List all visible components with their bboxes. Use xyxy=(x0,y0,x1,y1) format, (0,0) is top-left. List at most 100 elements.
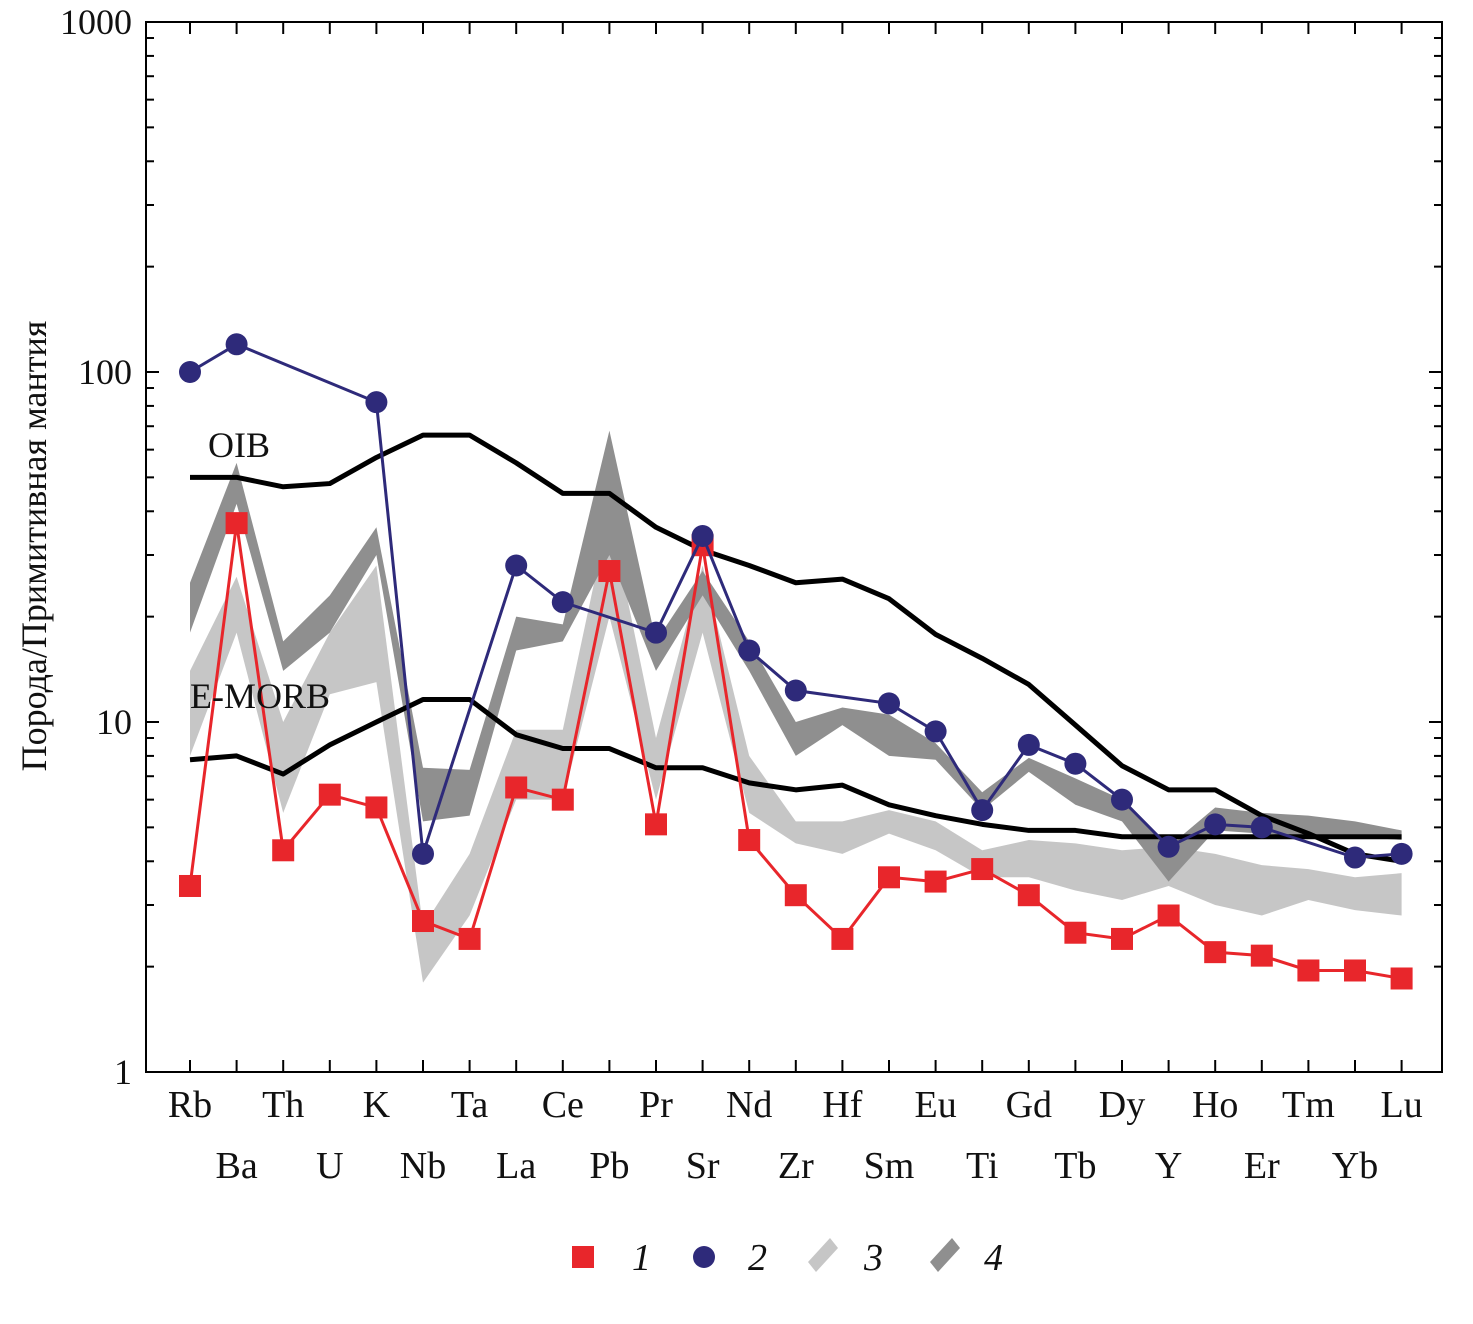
series-1-point xyxy=(971,858,994,881)
series-2-point xyxy=(971,799,994,822)
series-2-point xyxy=(878,692,900,715)
series-2-point xyxy=(505,554,528,577)
x-tick-label-sr: Sr xyxy=(686,1145,720,1187)
series-2-point xyxy=(412,842,434,865)
series-1-point xyxy=(412,910,434,933)
series-layer xyxy=(179,333,1413,990)
x-tick-label-pr: Pr xyxy=(639,1084,673,1126)
x-tick-label-yb: Yb xyxy=(1332,1145,1378,1187)
series-1-point xyxy=(645,813,667,836)
x-tick-label-zr: Zr xyxy=(778,1145,814,1187)
series-1-point xyxy=(365,796,388,819)
series-2-point xyxy=(1204,813,1227,836)
y-tick-label: 1 xyxy=(114,1052,132,1092)
series-2-point xyxy=(1390,842,1413,865)
legend-swatch-3 xyxy=(808,1238,838,1272)
series-2-point xyxy=(1250,816,1273,839)
x-tick-label-pb: Pb xyxy=(589,1145,629,1187)
series-2-point xyxy=(551,591,574,614)
series-2-point xyxy=(784,679,807,702)
y-tick-label: 1000 xyxy=(60,2,132,42)
x-tick-label-tm: Tm xyxy=(1282,1084,1335,1126)
series-1-point xyxy=(738,829,761,852)
series-2-point xyxy=(691,524,714,547)
x-tick-label-eu: Eu xyxy=(914,1084,956,1126)
x-tick-label-rb: Rb xyxy=(168,1084,212,1126)
y-tick-label: 100 xyxy=(78,352,132,392)
reference-lines-layer xyxy=(189,432,1402,864)
series-2-point xyxy=(179,361,201,383)
legend-label-2: 2 xyxy=(748,1237,767,1279)
series-1-point xyxy=(318,783,341,806)
emorb-label: E-MORB xyxy=(190,676,330,716)
series-1-point xyxy=(1157,904,1180,927)
series-1-point xyxy=(924,870,947,893)
x-tick-label-ta: Ta xyxy=(451,1084,489,1126)
series-1-point xyxy=(1064,921,1087,944)
series-2-point xyxy=(365,391,388,414)
series-2-point xyxy=(225,333,248,356)
x-tick-label-ho: Ho xyxy=(1192,1084,1238,1126)
bands-layer xyxy=(190,430,1402,983)
series-1-point xyxy=(878,866,900,889)
series-1-point xyxy=(179,874,201,897)
reference-line-emorb xyxy=(189,696,1402,840)
x-tick-label-er: Er xyxy=(1244,1145,1280,1187)
x-tick-label-ti: Ti xyxy=(966,1145,998,1187)
series-1-point xyxy=(1344,959,1366,982)
legend-label-3: 3 xyxy=(863,1237,883,1279)
legend-swatch-2 xyxy=(693,1246,715,1268)
series-1-point xyxy=(551,788,574,811)
x-tick-label-ba: Ba xyxy=(215,1145,257,1187)
x-tick-label-tb: Tb xyxy=(1054,1145,1096,1187)
legend-label-4: 4 xyxy=(984,1237,1003,1279)
reference-line-oib xyxy=(190,432,1402,864)
x-tick-label-nd: Nd xyxy=(726,1084,772,1126)
x-tick-label-u: U xyxy=(316,1145,343,1187)
legend: 1 2 3 4 xyxy=(572,1237,1003,1279)
band-3 xyxy=(190,511,1402,983)
x-tick-label-nb: Nb xyxy=(400,1145,446,1187)
series-1-point xyxy=(1297,959,1320,982)
legend-swatch-1 xyxy=(572,1246,594,1268)
legend-swatch-4 xyxy=(930,1238,960,1272)
series-1-point xyxy=(225,512,248,535)
x-tick-label-gd: Gd xyxy=(1006,1084,1052,1126)
series-1-point xyxy=(272,839,295,862)
x-tick-label-lu: Lu xyxy=(1380,1084,1422,1126)
x-tick-label-y: Y xyxy=(1155,1145,1182,1187)
x-tick-label-sm: Sm xyxy=(864,1145,915,1187)
plot-frame xyxy=(145,21,1443,1073)
series-1-point xyxy=(1111,927,1133,950)
axis-ticks xyxy=(146,22,1442,1073)
series-2-point xyxy=(645,621,667,644)
x-tick-label-dy: Dy xyxy=(1099,1084,1145,1126)
y-tick-labels: 1 10 100 1000 xyxy=(60,2,132,1092)
x-tick-label-la: La xyxy=(496,1145,536,1187)
series-2-point xyxy=(924,720,947,743)
series-2-point xyxy=(1017,733,1040,756)
series-1-point xyxy=(505,776,528,799)
series-1-point xyxy=(784,884,807,907)
series-2-point xyxy=(1344,846,1366,869)
x-tick-label-k: K xyxy=(363,1084,391,1126)
y-tick-label: 10 xyxy=(96,702,132,742)
oib-label: OIB xyxy=(208,425,270,465)
x-tick-label-ce: Ce xyxy=(542,1084,584,1126)
series-1-point xyxy=(831,927,854,950)
series-2-point xyxy=(738,639,761,662)
y-axis-label: Порода/Примитивная мантия xyxy=(14,321,54,772)
series-1-point xyxy=(598,560,621,583)
x-tick-label-hf: Hf xyxy=(822,1084,862,1126)
legend-label-1: 1 xyxy=(632,1237,651,1279)
series-2-point xyxy=(1157,835,1180,858)
series-1-point xyxy=(1017,884,1040,907)
series-1-point xyxy=(1250,944,1273,967)
series-2-point xyxy=(1064,752,1087,775)
x-tick-label-th: Th xyxy=(262,1084,304,1126)
series-1-point xyxy=(458,927,481,950)
series-1-point xyxy=(1390,967,1413,990)
series-2-point xyxy=(1111,788,1133,811)
